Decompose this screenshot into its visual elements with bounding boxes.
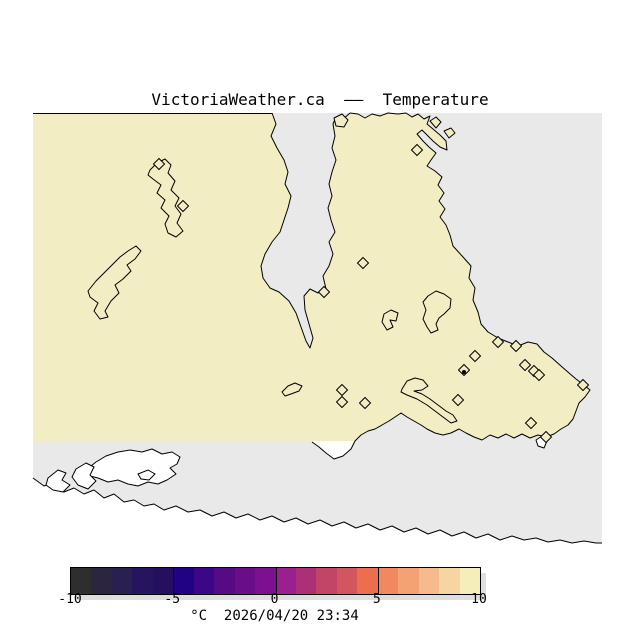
colorbar-segment [152,568,174,594]
island-inner-outline [137,469,156,481]
colorbar [70,567,481,595]
colorbar-segment [357,568,378,594]
datetime-label: 2026/04/20 23:34 [223,608,359,624]
colorbar-tick-label: -5 [164,592,181,607]
small-islands [333,113,456,139]
colorbar-segment [91,568,112,594]
station-marker[interactable] [358,396,372,410]
island [333,113,349,128]
station-marker[interactable] [176,199,190,213]
station-marker[interactable] [491,335,505,349]
station-marker[interactable] [152,157,166,171]
coastline-path [311,112,591,460]
lake-outline [281,382,303,397]
inlet-water [261,113,350,348]
colorbar-segment [193,568,215,594]
colorbar-segment [71,568,92,594]
colorbar-tick-labels: -10 -5 0 5 10 [0,593,640,607]
colorbar-segment [459,568,481,594]
lake-outline [147,158,184,238]
island [71,462,97,490]
colorbar-segment [111,568,133,594]
colorbar-segment [255,568,276,594]
station-marker[interactable] [509,339,523,353]
colorbar-segment [398,568,419,594]
colorbar-segment [173,568,194,594]
colorbar-segment [275,568,296,594]
lake-outlines [87,158,458,424]
island [443,127,456,139]
colorbar-tick-label: 5 [372,592,381,607]
colorbar-segment [234,568,256,594]
station-marker[interactable] [532,368,546,382]
colorbar-footer: °C 2026/04/20 23:34 [70,608,479,624]
page-title: VictoriaWeather.ca –– Temperature [151,90,489,109]
colorbar-segment [214,568,235,594]
footer-spacer [207,608,224,624]
station-marker[interactable] [335,395,349,409]
south-coastline [32,477,602,544]
flagged-station-dot [462,370,466,374]
station-marker[interactable] [335,383,349,397]
colorbar-tick-line [173,568,175,594]
station-marker[interactable] [524,416,538,430]
unit-label: °C [190,608,208,624]
south-landmass-fill [33,478,602,545]
island [429,116,442,129]
station-marker[interactable] [539,430,553,444]
lake-outline [381,309,399,331]
station-marker[interactable] [518,358,532,372]
colorbar-tick-label: 10 [471,592,487,607]
colorbar-tick-label: 0 [270,592,279,607]
colorbar-tick-label: -10 [58,592,82,607]
island [45,469,71,493]
colorbar-tick-line [275,568,277,594]
colorbar-segment [295,568,317,594]
colorbar-segment [418,568,440,594]
colorbar-segment [132,568,153,594]
station-marker[interactable] [356,256,370,270]
station-marker[interactable] [576,378,590,392]
colorbar-segment [336,568,358,594]
lake-outline [87,245,142,320]
colorbar-segment [439,568,460,594]
harbour-outline [400,377,458,424]
colorbar-tick-line [377,568,379,594]
strait-islands [45,435,548,493]
station-marker[interactable] [451,393,465,407]
station-marker[interactable] [317,285,331,299]
lake-outline [422,290,452,334]
station-marker[interactable] [468,349,482,363]
inlet-coastline [260,112,351,349]
station-markers [152,143,590,444]
island [85,448,181,487]
station-marker[interactable] [410,143,424,157]
colorbar-segment [377,568,399,594]
colorbar-segment [316,568,337,594]
